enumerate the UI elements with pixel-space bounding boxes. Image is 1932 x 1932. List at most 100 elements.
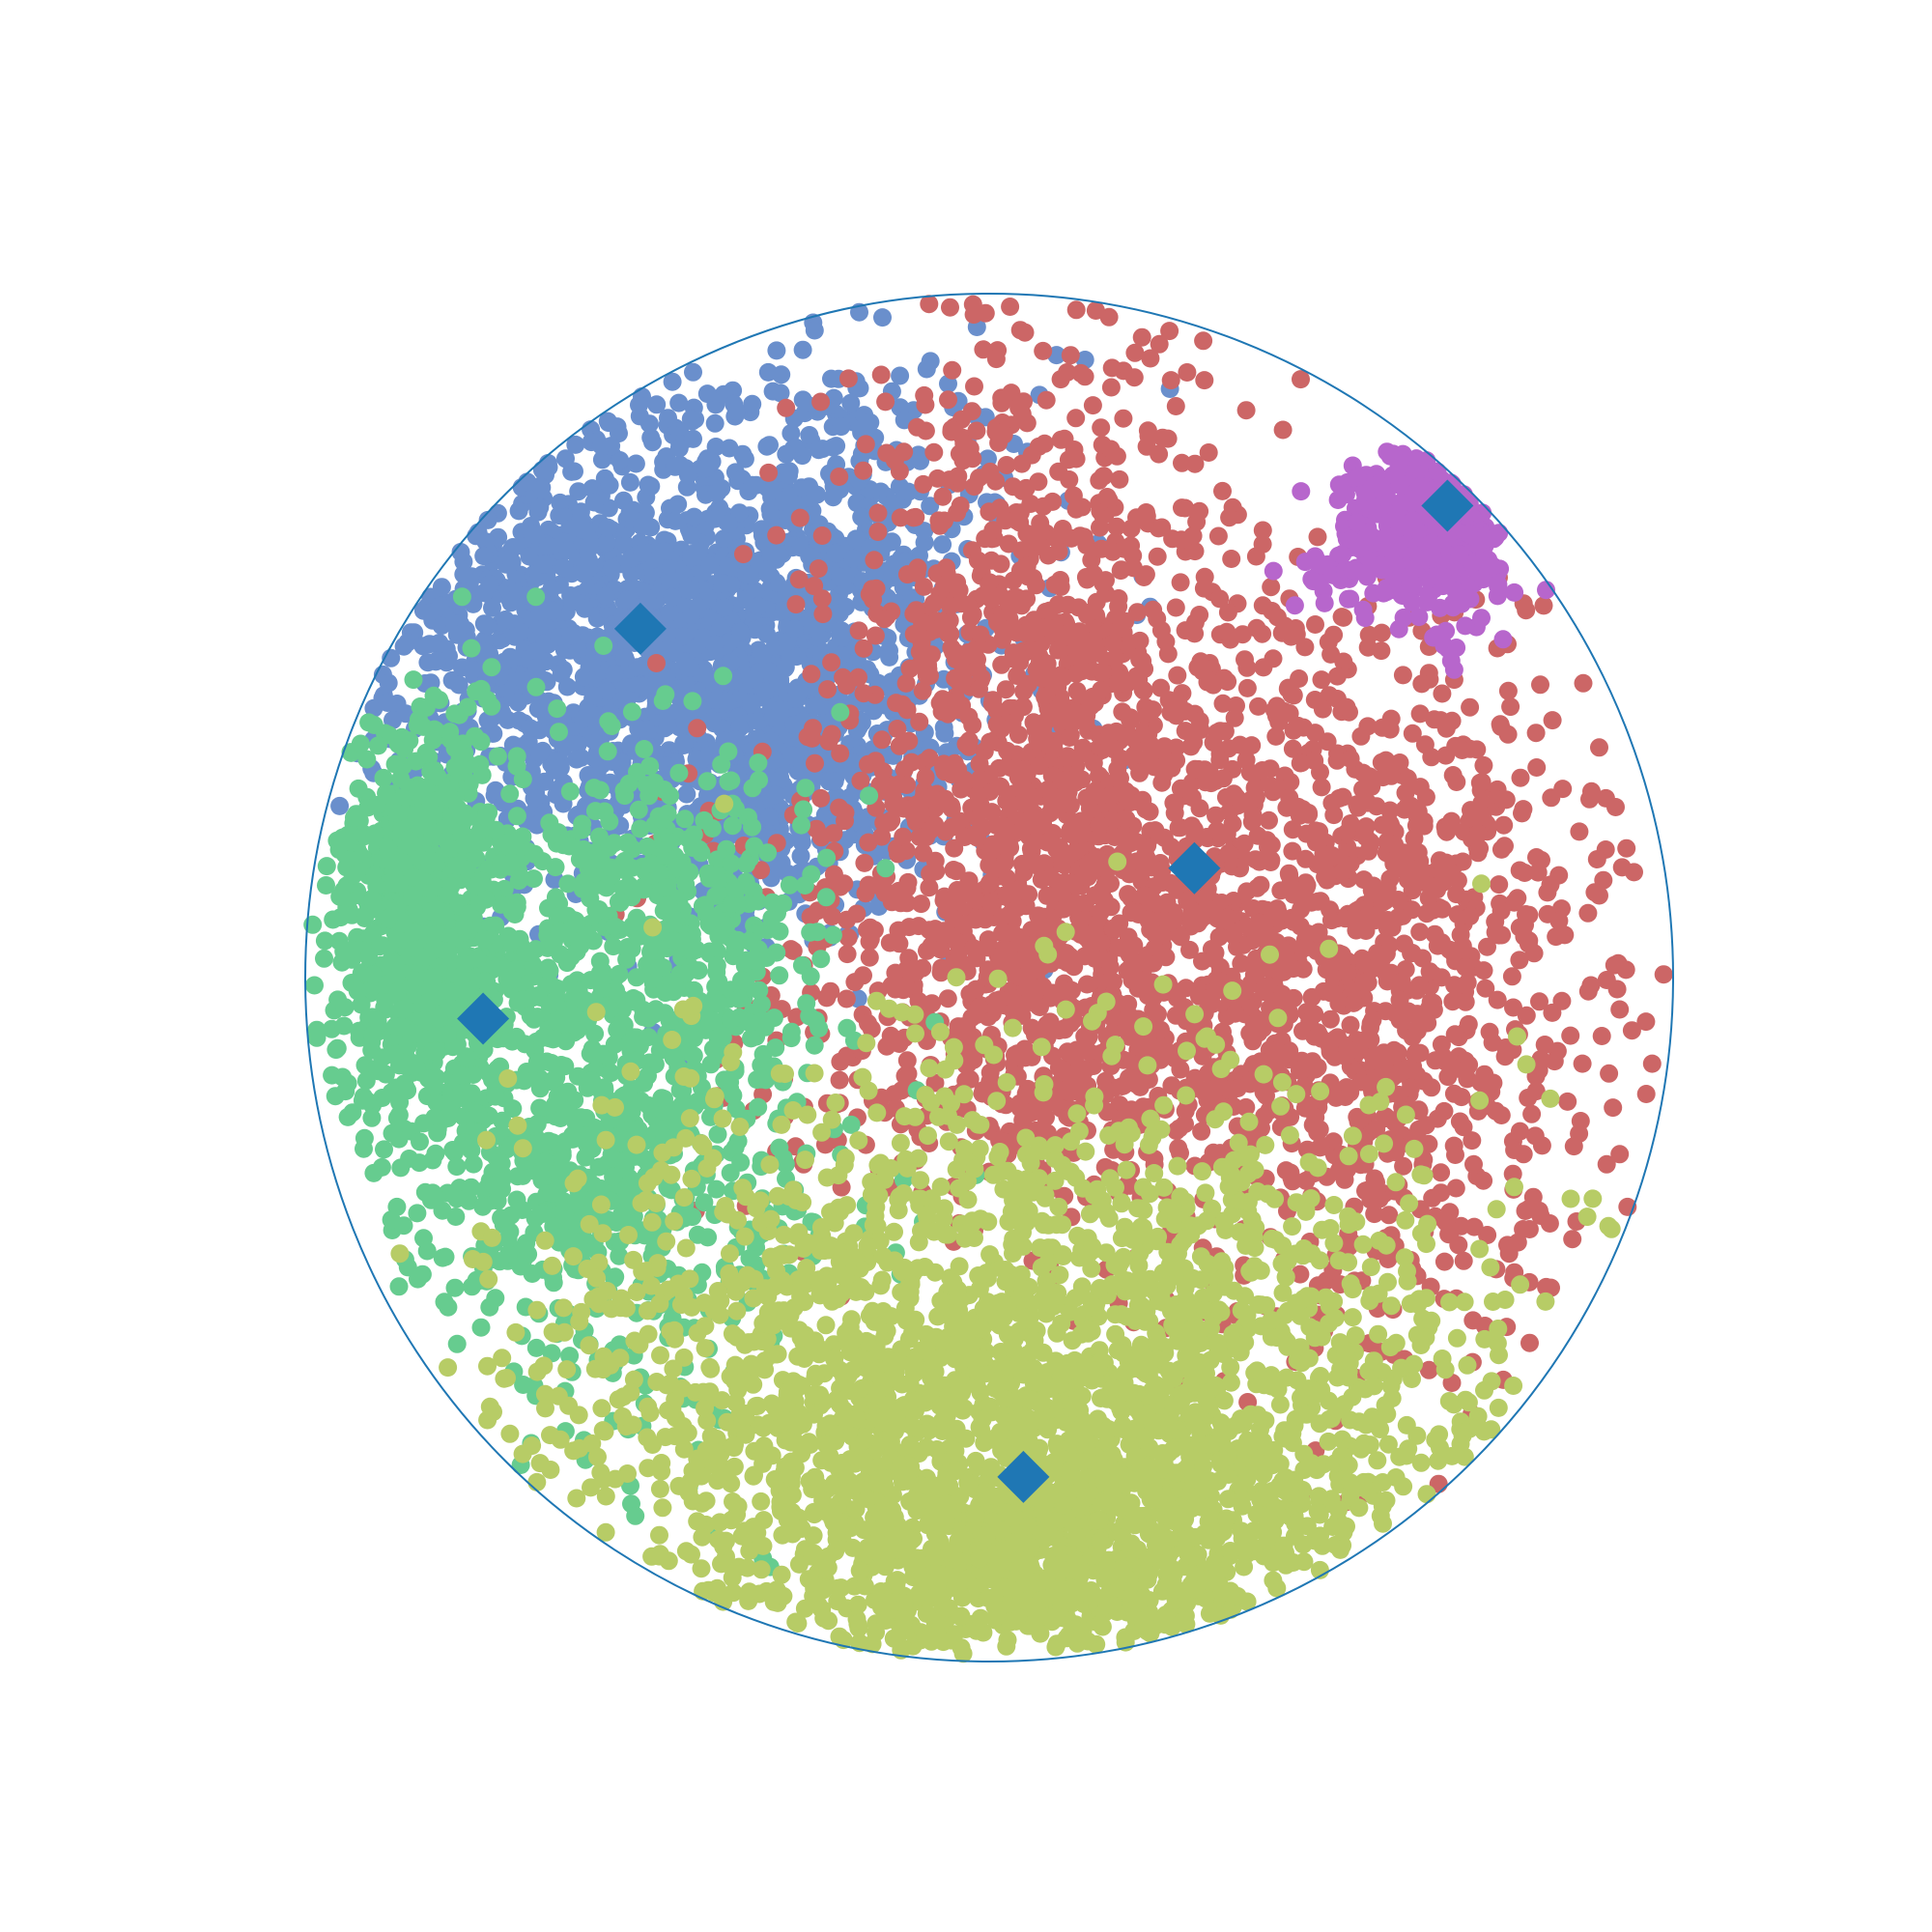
data-point	[813, 605, 833, 624]
data-point	[859, 833, 878, 852]
data-point	[1508, 1233, 1527, 1252]
data-point	[330, 796, 350, 815]
data-point	[591, 436, 611, 455]
data-point	[811, 788, 831, 808]
data-point	[1139, 954, 1158, 974]
data-point	[688, 719, 707, 738]
data-point	[838, 928, 858, 948]
data-point	[1122, 536, 1141, 555]
data-point	[963, 295, 982, 314]
data-point	[1552, 991, 1572, 1010]
data-point	[677, 784, 696, 804]
data-point	[1535, 1036, 1554, 1054]
data-point	[867, 579, 886, 598]
data-point	[1600, 1064, 1619, 1083]
data-point	[1166, 598, 1185, 617]
data-point	[1037, 654, 1057, 673]
data-point	[551, 493, 570, 512]
data-point	[1291, 753, 1310, 773]
data-point	[1012, 481, 1032, 500]
data-point	[777, 444, 796, 464]
data-point	[761, 504, 781, 524]
data-point	[904, 805, 923, 824]
data-point	[1443, 766, 1463, 784]
data-point	[868, 523, 888, 541]
data-point	[1075, 367, 1094, 386]
data-point	[1058, 1042, 1077, 1062]
data-point	[805, 321, 824, 340]
data-point	[1654, 965, 1673, 984]
data-point	[802, 665, 821, 684]
data-point	[934, 891, 953, 910]
data-point	[791, 846, 810, 866]
data-point	[832, 417, 851, 437]
data-point	[1516, 916, 1534, 935]
data-point	[1078, 790, 1097, 810]
data-point	[1515, 864, 1534, 882]
data-point	[1092, 418, 1111, 438]
data-point	[897, 959, 917, 979]
data-point	[1459, 1014, 1478, 1034]
data-point	[685, 507, 703, 526]
data-point	[508, 693, 527, 712]
data-point	[1490, 875, 1509, 895]
data-point	[1498, 681, 1518, 700]
data-point	[1059, 782, 1078, 802]
data-point	[980, 462, 1000, 481]
data-point	[877, 443, 896, 463]
data-point	[474, 547, 494, 566]
data-point	[1390, 1064, 1409, 1083]
data-point	[1213, 481, 1232, 500]
data-point	[965, 377, 983, 396]
data-point	[1223, 814, 1242, 834]
data-point	[982, 803, 1002, 822]
data-point	[1574, 673, 1593, 693]
data-point	[970, 754, 989, 774]
data-point	[449, 675, 469, 695]
data-point	[1617, 838, 1636, 858]
data-point	[1253, 596, 1272, 615]
data-point	[1237, 658, 1257, 677]
data-point	[715, 598, 734, 617]
data-point	[1246, 547, 1265, 566]
data-point	[1520, 1333, 1539, 1352]
data-point	[1182, 788, 1202, 808]
data-point	[933, 487, 952, 506]
data-point	[1543, 711, 1562, 730]
data-point	[1103, 542, 1122, 561]
data-point	[1636, 1012, 1656, 1032]
data-point	[868, 503, 888, 523]
data-point	[831, 1052, 850, 1071]
data-point	[921, 352, 940, 371]
data-point	[530, 743, 550, 762]
data-point	[925, 920, 945, 939]
data-point	[823, 438, 842, 457]
data-point	[1066, 499, 1086, 519]
data-point	[1442, 711, 1462, 730]
data-point	[808, 485, 827, 504]
data-point	[1172, 530, 1191, 550]
data-point	[561, 586, 581, 605]
data-point	[1597, 1154, 1616, 1174]
data-point	[1389, 891, 1407, 909]
data-point	[1065, 842, 1084, 862]
data-point	[1433, 684, 1452, 703]
data-point	[1311, 1138, 1329, 1157]
data-point	[800, 426, 819, 444]
data-point	[1024, 568, 1043, 587]
data-point	[1035, 434, 1054, 453]
data-point	[854, 684, 873, 703]
data-point	[1032, 870, 1051, 889]
data-point	[720, 439, 739, 458]
data-point	[780, 466, 799, 485]
data-point	[1107, 446, 1126, 466]
data-point	[1549, 866, 1569, 885]
data-point	[1231, 735, 1250, 754]
data-point	[1045, 575, 1065, 594]
data-point	[1392, 972, 1411, 991]
data-point	[812, 526, 832, 545]
data-point	[838, 945, 857, 964]
data-point	[1436, 853, 1456, 872]
data-point	[1341, 814, 1360, 833]
data-point	[781, 424, 801, 442]
